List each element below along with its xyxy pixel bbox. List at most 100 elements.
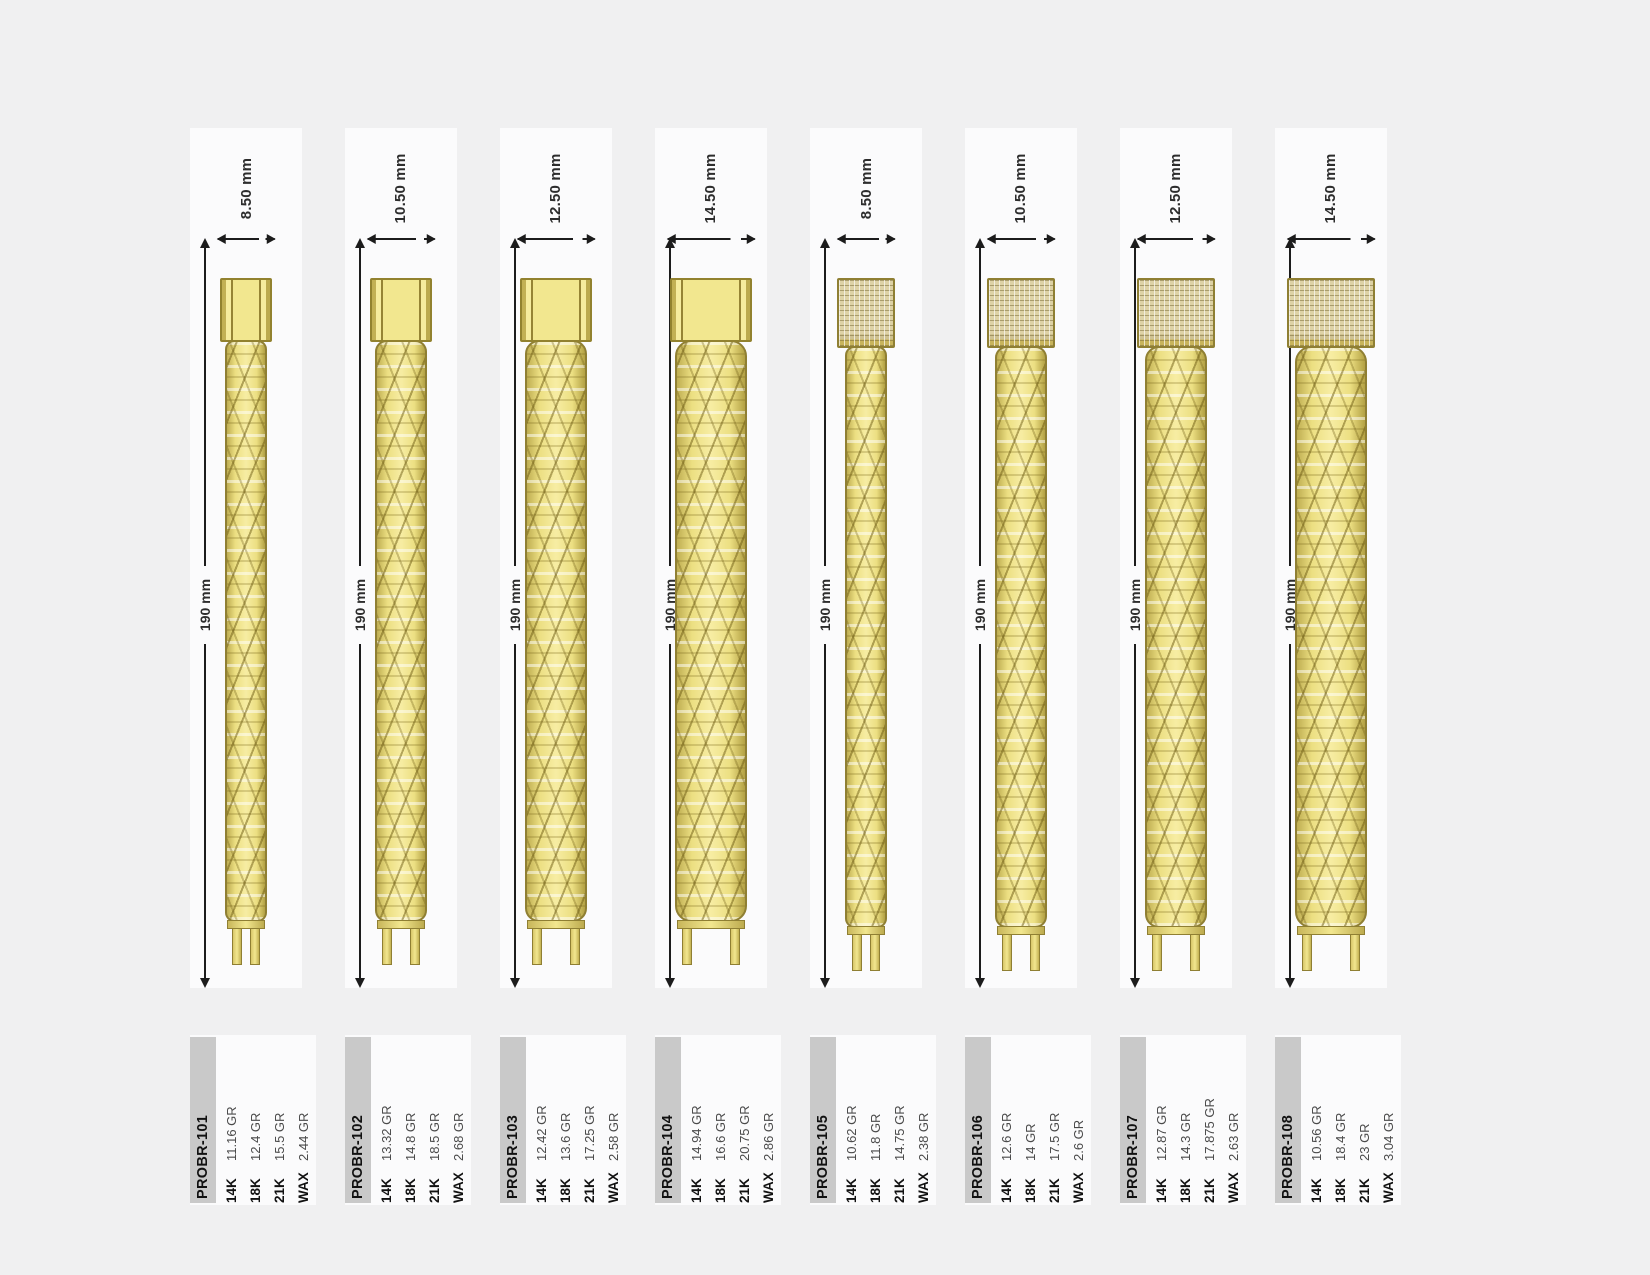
spec-table: PROBR-103 14K 12.42 GR 18K 13.6 GR 21K 1… [500, 1037, 624, 1203]
sku-label: PROBR-108 [1280, 1114, 1296, 1199]
width-dimension-label: 14.50 mm [1322, 153, 1340, 223]
length-dimension-label-wrap: 190 mm [968, 566, 993, 644]
weight-value: 2.44 GR [295, 1112, 311, 1161]
karat-label: 14K [534, 1178, 550, 1203]
product-card: 10.50 mm 190 mm [345, 128, 457, 988]
product-column: 12.50 mm 190 mm PROBR-107 [1120, 128, 1246, 1205]
clasp-prongs [1301, 935, 1361, 971]
product-column: 14.50 mm 190 mm PROBR-108 [1275, 128, 1401, 1205]
product-card: 10.50 mm 190 mm [965, 128, 1077, 988]
sku-badge: PROBR-104 [655, 1037, 681, 1203]
weight-value: 12.6 GR [999, 1112, 1015, 1161]
width-dimension-label-wrap: 14.50 mm [1288, 146, 1375, 230]
karat-label: 18K [713, 1178, 728, 1203]
weight-value: 14.94 GR [689, 1105, 705, 1161]
karat-label: 21K [426, 1178, 442, 1203]
clasp-tongue-bar [1296, 926, 1366, 935]
product-card: 14.50 mm 190 mm [655, 128, 767, 988]
product-info: PROBR-104 14K 14.94 GR 18K 16.6 GR 21K 2… [655, 1035, 781, 1205]
spec-row: WAX 2.63 GR [1222, 1037, 1244, 1203]
product-info: PROBR-102 14K 13.32 GR 18K 14.8 GR 21K 1… [345, 1035, 471, 1205]
spec-row: WAX 2.68 GR [447, 1037, 469, 1203]
karat-label: WAX [450, 1172, 466, 1203]
bracelet-image [500, 278, 612, 965]
spec-row: 14K 13.32 GR [376, 1037, 398, 1203]
box-clasp [986, 278, 1056, 348]
weight-value: 17.5 GR [1046, 1112, 1062, 1161]
width-dimension: 12.50 mm [1136, 146, 1215, 244]
karat-label: WAX [295, 1172, 311, 1203]
weight-value: 12.42 GR [534, 1105, 550, 1161]
clasp-prong-right [1190, 935, 1201, 971]
cuban-links [1294, 346, 1368, 928]
karat-label: 18K [558, 1178, 573, 1203]
width-dimension-arrow [1286, 234, 1375, 244]
product-card: 14.50 mm 190 mm [1275, 128, 1387, 988]
weight-value: 23 GR [1356, 1123, 1372, 1161]
length-dimension-label-wrap: 190 mm [348, 566, 373, 644]
product-card: 12.50 mm 190 mm [500, 128, 612, 988]
clasp-tongue-bar [676, 920, 746, 929]
clasp-prong-left [381, 929, 392, 965]
karat-label: WAX [605, 1172, 621, 1203]
box-clasp [519, 278, 593, 342]
product-column: 10.50 mm 190 mm PROBR-102 [345, 128, 471, 1205]
clasp-prongs [1001, 935, 1041, 971]
bracelet-image [1120, 278, 1232, 971]
karat-label: 18K [403, 1178, 418, 1203]
karat-label: 14K [224, 1178, 240, 1203]
weight-value: 14.3 GR [1178, 1112, 1193, 1161]
product-column: 10.50 mm 190 mm PROBR-106 [965, 128, 1091, 1205]
sku-label: PROBR-104 [660, 1114, 676, 1199]
sku-badge: PROBR-105 [810, 1037, 836, 1203]
width-dimension-label-wrap: 10.50 mm [988, 146, 1055, 230]
width-dimension: 14.50 mm [1286, 146, 1375, 244]
karat-label: 21K [1046, 1178, 1062, 1203]
spec-row: WAX 2.58 GR [602, 1037, 624, 1203]
cuban-links [224, 340, 268, 922]
weight-value: 14.8 GR [403, 1112, 418, 1161]
width-dimension-label-wrap: 12.50 mm [1138, 146, 1215, 230]
sku-badge: PROBR-108 [1275, 1037, 1301, 1203]
karat-label: 18K [868, 1178, 883, 1203]
weight-value: 12.4 GR [248, 1112, 263, 1161]
clasp-prong-left [531, 929, 542, 965]
clasp-prongs [851, 935, 881, 971]
box-clasp [369, 278, 433, 342]
product-column: 12.50 mm 190 mm PROBR-103 [500, 128, 626, 1205]
spec-row: 14K 12.6 GR [996, 1037, 1018, 1203]
cuban-links [524, 340, 588, 922]
product-info: PROBR-108 14K 10.56 GR 18K 18.4 GR 21K 2… [1275, 1035, 1401, 1205]
box-clasp [836, 278, 896, 348]
cuban-links [674, 340, 748, 922]
width-dimension-label: 12.50 mm [547, 153, 565, 223]
width-dimension-label: 12.50 mm [1167, 153, 1185, 223]
width-dimension-label: 10.50 mm [1012, 153, 1030, 223]
box-clasp [219, 278, 273, 342]
product-info: PROBR-101 14K 11.16 GR 18K 12.4 GR 21K 1… [190, 1035, 316, 1205]
clasp-tongue-bar [226, 920, 266, 929]
width-dimension-arrow [216, 234, 275, 244]
karat-label: WAX [760, 1172, 776, 1203]
clasp-prong-left [1301, 935, 1312, 971]
clasp-prongs [1151, 935, 1201, 971]
clasp-prong-left [1001, 935, 1012, 971]
spec-row: 21K 17.5 GR [1043, 1037, 1065, 1203]
spec-table: PROBR-106 14K 12.6 GR 18K 14 GR 21K 17.5… [965, 1037, 1089, 1203]
bracelet-image [1275, 278, 1387, 971]
sku-badge: PROBR-106 [965, 1037, 991, 1203]
cuban-links [1144, 346, 1208, 928]
product-info: PROBR-103 14K 12.42 GR 18K 13.6 GR 21K 1… [500, 1035, 626, 1205]
width-dimension-arrow [986, 234, 1055, 244]
weight-value: 17.875 GR [1201, 1098, 1217, 1161]
sku-badge: PROBR-102 [345, 1037, 371, 1203]
weight-value: 2.6 GR [1070, 1119, 1086, 1161]
weight-value: 12.87 GR [1154, 1105, 1170, 1161]
clasp-prongs [681, 929, 741, 965]
spec-table: PROBR-105 14K 10.62 GR 18K 11.8 GR 21K 1… [810, 1037, 934, 1203]
karat-label: WAX [1070, 1172, 1086, 1203]
width-dimension-label-wrap: 12.50 mm [518, 146, 595, 230]
weight-value: 17.25 GR [581, 1105, 597, 1161]
karat-label: 14K [689, 1178, 705, 1203]
